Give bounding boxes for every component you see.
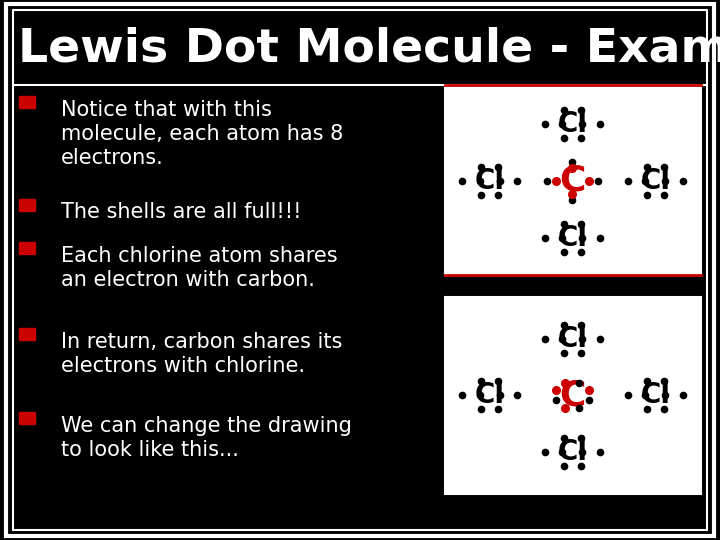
Text: In return, carbon shares its
electrons with chlorine.: In return, carbon shares its electrons w… bbox=[61, 332, 343, 376]
Text: Cl: Cl bbox=[557, 110, 588, 138]
Bar bbox=[19, 242, 35, 254]
Text: The shells are all full!!!: The shells are all full!!! bbox=[61, 202, 302, 222]
Text: Cl: Cl bbox=[557, 438, 588, 466]
Text: Cl: Cl bbox=[640, 167, 670, 195]
Text: Cl: Cl bbox=[640, 381, 670, 409]
Bar bbox=[445, 297, 701, 494]
Bar bbox=[19, 199, 35, 211]
Text: Each chlorine atom shares
an electron with carbon.: Each chlorine atom shares an electron wi… bbox=[61, 246, 338, 289]
Text: Cl: Cl bbox=[474, 167, 505, 195]
Text: We can change the drawing
to look like this...: We can change the drawing to look like t… bbox=[61, 416, 352, 460]
Bar bbox=[19, 328, 35, 340]
Text: C: C bbox=[559, 164, 585, 198]
Bar bbox=[19, 96, 35, 108]
Text: C: C bbox=[559, 379, 585, 412]
Bar bbox=[445, 86, 701, 275]
Bar bbox=[19, 412, 35, 424]
Text: Notice that with this
molecule, each atom has 8
electrons.: Notice that with this molecule, each ato… bbox=[61, 100, 343, 168]
Text: Cl: Cl bbox=[557, 224, 588, 252]
Text: Cl: Cl bbox=[557, 325, 588, 353]
Text: Lewis Dot Molecule - Example: Lewis Dot Molecule - Example bbox=[18, 27, 720, 72]
Text: Cl: Cl bbox=[474, 381, 505, 409]
